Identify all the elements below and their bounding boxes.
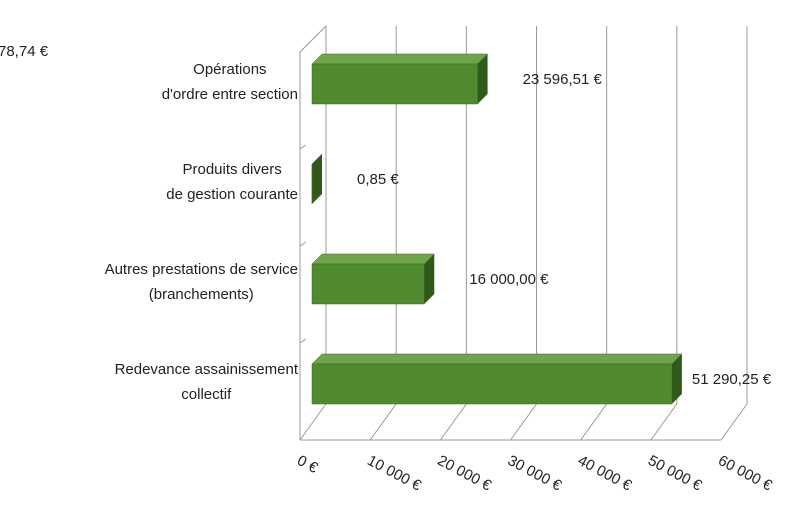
bar-top xyxy=(311,53,489,65)
value-label: 51 290,25 € xyxy=(692,371,772,388)
value-label: 16 000,00 € xyxy=(469,271,549,288)
x-tick-label: 0 € xyxy=(294,452,321,477)
grid-line xyxy=(299,403,327,441)
grid-line xyxy=(439,403,467,441)
x-tick-label: 60 000 € xyxy=(715,452,775,495)
value-label: 23 596,51 € xyxy=(523,71,603,88)
annotation: 78,74 € xyxy=(0,43,49,60)
bar-front xyxy=(311,263,425,305)
bar-front xyxy=(311,63,478,105)
x-tick-label: 50 000 € xyxy=(645,452,705,495)
bar xyxy=(311,253,435,305)
grid-line xyxy=(650,403,678,441)
y-tick-label: Opérations xyxy=(193,61,266,78)
wall-tick xyxy=(299,338,307,344)
y-tick-label: Redevance assainissement xyxy=(115,361,299,378)
grid-line xyxy=(510,403,537,441)
bar xyxy=(311,353,683,405)
axis-wall xyxy=(299,25,327,53)
bar-side xyxy=(424,254,435,304)
bar-side xyxy=(312,154,323,204)
grid-line xyxy=(720,403,748,441)
x-tick-label: 20 000 € xyxy=(435,452,495,495)
y-tick-label: (branchements) xyxy=(149,286,254,303)
bar xyxy=(311,53,489,105)
value-label: 0,85 € xyxy=(357,171,399,188)
bar-front xyxy=(311,363,673,405)
wall-tick xyxy=(299,241,307,247)
y-tick-label: de gestion courante xyxy=(166,186,298,203)
grid-line xyxy=(580,403,608,441)
x-tick-label: 30 000 € xyxy=(505,452,565,495)
x-tick-label: 40 000 € xyxy=(575,452,635,495)
y-tick-label: Produits divers xyxy=(183,161,282,178)
bar-top xyxy=(311,353,683,365)
grid-line xyxy=(369,403,397,441)
x-tick-label: 10 000 € xyxy=(364,452,424,495)
wall-tick xyxy=(299,144,307,150)
bar xyxy=(311,153,323,205)
y-tick-label: collectif xyxy=(181,386,232,403)
bar-side xyxy=(671,354,682,404)
y-tick-label: d'ordre entre section xyxy=(162,86,298,103)
y-tick-label: Autres prestations de service xyxy=(105,261,298,278)
bar-top xyxy=(311,253,435,265)
bar-side xyxy=(477,54,488,104)
